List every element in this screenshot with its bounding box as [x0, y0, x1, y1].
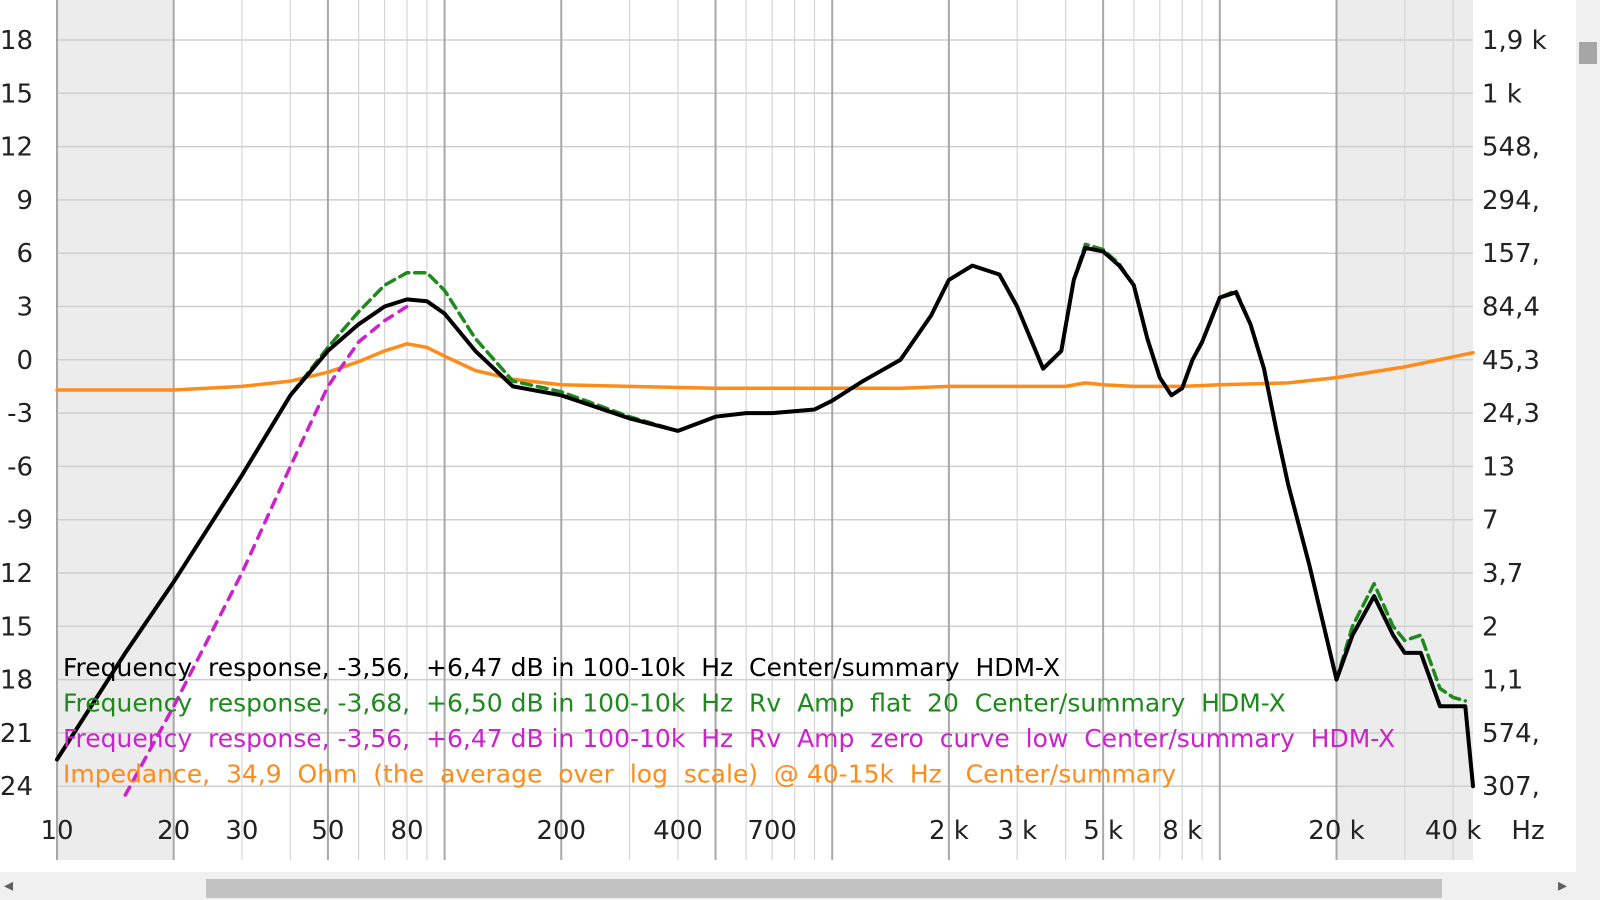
y-tick-label: 24	[0, 772, 33, 802]
x-tick-label: 200	[536, 816, 586, 846]
x-tick-label: 400	[653, 816, 703, 846]
vertical-scroll-thumb[interactable]	[1579, 42, 1597, 64]
y2-tick-label: 574,	[1482, 719, 1540, 749]
horizontal-scrollbar[interactable]: ◂ ▸	[0, 872, 1600, 900]
series-line-2	[240, 242, 1468, 703]
x-axis-unit-label: Hz	[1511, 816, 1544, 846]
y2-tick-label: 307,	[1482, 772, 1540, 802]
y2-tick-label: 7	[1482, 506, 1499, 536]
x-tick-label: 2 k	[929, 816, 969, 846]
y2-tick-label: 157,	[1482, 239, 1540, 269]
series-lines	[55, 242, 1475, 797]
x-tick-label: 80	[390, 816, 423, 846]
y-tick-label: 15	[0, 79, 33, 109]
legend: Frequency response, -3,56, +6,47 dB in 1…	[63, 653, 1395, 789]
y2-tick-label: 548,	[1482, 133, 1540, 163]
x-tick-label: 3 k	[997, 816, 1037, 846]
y2-tick-label: 2	[1482, 612, 1499, 642]
scroll-left-arrow-icon[interactable]: ◂	[4, 875, 14, 896]
y-tick-label: 15	[0, 612, 33, 642]
y2-tick-label: 13	[1482, 452, 1515, 482]
series-line-3	[123, 304, 409, 797]
y-tick-label: 12	[0, 133, 33, 163]
y2-tick-label: 294,	[1482, 186, 1540, 216]
y2-tick-label: 1,1	[1482, 666, 1523, 696]
y2-tick-label: 84,4	[1482, 293, 1540, 323]
scroll-right-arrow-icon[interactable]: ▸	[1558, 875, 1568, 896]
y-tick-label: 21	[0, 719, 33, 749]
y-tick-label: 0	[16, 346, 33, 376]
y2-tick-label: 45,3	[1482, 346, 1540, 376]
x-axis-ticks: 10 20 30 50 80 200 400 700 2 k 3 k 5 k 8 k 20 k 40 k H…	[40, 816, 1544, 846]
x-tick-label: 20 k	[1308, 816, 1364, 846]
y-tick-label: 6	[16, 239, 33, 269]
y2-tick-label: 3,7	[1482, 559, 1523, 589]
legend-entry-2: Frequency response, -3,68, +6,50 dB in 1…	[63, 689, 1286, 718]
y2-tick-label: 1 k	[1482, 79, 1522, 109]
x-tick-label: 40 k	[1425, 816, 1481, 846]
legend-entry-3: Frequency response, -3,56, +6,47 dB in 1…	[63, 724, 1395, 753]
y-tick-label: -3	[7, 399, 33, 429]
x-tick-label: 5 k	[1083, 816, 1123, 846]
x-tick-label: 30	[225, 816, 258, 846]
y2-tick-label: 24,3	[1482, 399, 1540, 429]
legend-entry-1: Frequency response, -3,56, +6,47 dB in 1…	[63, 653, 1060, 682]
x-tick-label: 20	[157, 816, 190, 846]
series-line-1	[55, 245, 1475, 789]
y-axis-left-ticks: 18 15 12 9 6 3 0 -3 -6 -9 12 15 18 21 24	[0, 26, 33, 802]
x-tick-label: 50	[311, 816, 344, 846]
y-tick-label: 18	[0, 26, 33, 56]
y-tick-label: 9	[16, 186, 33, 216]
y2-tick-label: 1,9 k	[1482, 26, 1547, 56]
y-tick-label: -9	[7, 506, 33, 536]
y-tick-label: 18	[0, 666, 33, 696]
legend-entry-4: Impedance, 34,9 Ohm (the average over lo…	[63, 760, 1176, 789]
y-axis-right-ticks: 1,9 k 1 k 548, 294, 157, 84,4 45,3 24,3 13 7 3,7 2 1…	[1482, 26, 1547, 802]
x-tick-label: 10	[40, 816, 73, 846]
horizontal-scroll-thumb[interactable]	[206, 879, 1442, 898]
y-tick-label: 12	[0, 559, 33, 589]
x-tick-label: 8 k	[1162, 816, 1202, 846]
vertical-scrollbar[interactable]	[1576, 0, 1600, 872]
y-tick-label: -6	[7, 452, 33, 482]
x-tick-label: 700	[747, 816, 797, 846]
y-tick-label: 3	[16, 293, 33, 323]
band-low	[57, 0, 174, 860]
